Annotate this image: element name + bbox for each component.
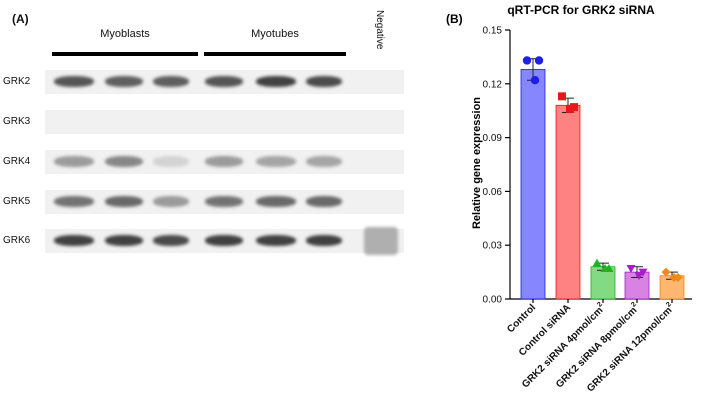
y-tick-label: 0.09	[483, 133, 503, 144]
band-grk4-lane-2	[105, 156, 143, 167]
data-point	[558, 92, 566, 101]
y-tick-label: 0.12	[483, 79, 503, 90]
row-label-grk3: GRK3	[3, 116, 31, 127]
band-grk4-lane-3	[153, 156, 189, 167]
band-grk2-lane-6	[306, 76, 342, 87]
x-tick-label-superscript: 2	[630, 301, 638, 309]
negative-label: Negative	[374, 10, 385, 50]
row-label-grk5: GRK5	[3, 196, 31, 207]
band-grk4-lane-4	[205, 156, 243, 167]
x-tick-label-text: Control	[505, 302, 538, 335]
band-grk6-lane-4	[205, 235, 243, 246]
data-point	[669, 272, 679, 282]
group-bar-myoblasts	[52, 52, 198, 56]
band-grk4-lane-6	[306, 156, 342, 167]
band-grk6-lane-7	[364, 227, 398, 255]
band-grk5-lane-1	[54, 196, 94, 207]
band-grk2-lane-3	[153, 76, 189, 87]
x-tick-label-superscript: 2	[596, 301, 604, 309]
bar	[520, 69, 546, 300]
band-grk2-lane-5	[256, 76, 296, 87]
band-grk5-lane-3	[153, 196, 189, 207]
band-grk2-lane-1	[54, 76, 94, 87]
band-grk5-lane-6	[306, 196, 342, 207]
group-bar-myotubes	[204, 52, 346, 56]
x-tick-label: Control	[505, 302, 538, 335]
row-label-grk2: GRK2	[3, 76, 31, 87]
row-label-grk6: GRK6	[3, 235, 31, 246]
data-point	[530, 76, 540, 85]
row-label-grk4: GRK4	[3, 156, 31, 167]
panel-a-letter: (A)	[12, 12, 29, 26]
panel-b-letter: (B)	[446, 12, 463, 26]
band-grk6-lane-2	[105, 235, 143, 246]
bar-chart: (B) qRT-PCR for GRK2 siRNA Relative gene…	[446, 3, 692, 394]
band-grk2-lane-2	[105, 76, 143, 87]
band-grk4-lane-1	[54, 156, 94, 167]
y-tick-label: 0.06	[483, 187, 503, 198]
group-label-myoblasts: Myoblasts	[100, 28, 150, 40]
band-grk6-lane-3	[153, 235, 189, 246]
data-point	[626, 265, 636, 274]
group-label-myotubes: Myotubes	[251, 28, 299, 40]
y-tick-label: 0.15	[483, 26, 503, 37]
band-grk4-lane-5	[256, 156, 296, 167]
band-grk2-lane-4	[205, 76, 243, 87]
data-point	[600, 264, 610, 273]
data-point	[634, 272, 644, 281]
x-tick-label-superscript: 2	[665, 301, 673, 309]
band-grk5-lane-5	[256, 196, 296, 207]
chart-title: qRT-PCR for GRK2 siRNA	[507, 3, 655, 17]
y-tick-label: 0.03	[483, 241, 503, 252]
data-point	[522, 56, 532, 65]
y-tick-label: 0.00	[483, 295, 503, 306]
gel-strip-grk3	[45, 110, 404, 134]
data-point	[592, 258, 602, 267]
band-grk6-lane-6	[306, 235, 342, 246]
band-grk6-lane-5	[256, 235, 296, 246]
y-axis-label: Relative gene expression	[471, 97, 483, 229]
data-point	[534, 56, 544, 65]
data-point	[661, 267, 671, 277]
band-grk6-lane-1	[54, 235, 94, 246]
bar	[555, 104, 581, 300]
band-grk5-lane-4	[205, 196, 243, 207]
data-point	[566, 104, 574, 113]
band-grk5-lane-2	[105, 196, 143, 207]
bar	[590, 266, 616, 300]
